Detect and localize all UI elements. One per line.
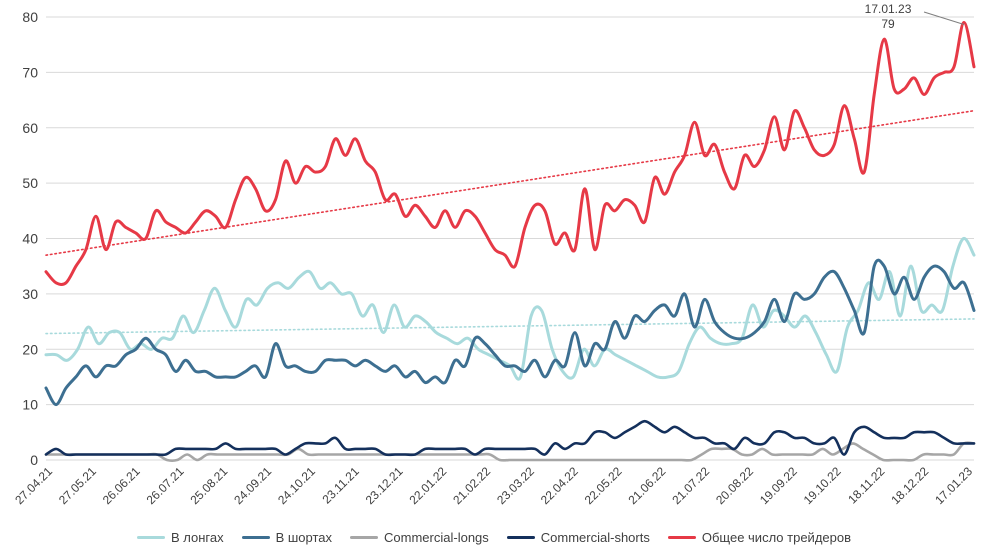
x-tick-label: 17.01.23 [932,464,975,507]
x-tick-label: 19.10.22 [801,464,844,507]
x-tick-label: 27.05.21 [56,464,99,507]
y-tick-label: 0 [30,452,38,468]
legend-label-commercial-shorts: Commercial-shorts [540,529,650,545]
y-tick-label: 80 [22,9,38,25]
legend-item-total: Общее число трейдеров [667,529,852,545]
x-tick-label: 23.11.21 [319,464,362,507]
series-line-longs [44,236,976,381]
legend-label-commercial-longs: Commercial-longs [384,529,489,545]
x-tick-label: 22.04.22 [538,464,581,507]
line-chart: 0 10 20 30 40 50 60 70 80 27.04.21 27.05.21 26.06.2… [12,2,976,507]
x-tick-label: 21.07.22 [669,464,712,507]
annotation-value: 79 [881,17,895,31]
x-tick-label: 22.01.22 [406,464,449,507]
legend-label-longs: В лонгах [170,529,224,545]
y-tick-label: 50 [22,175,38,191]
annotation-date: 17.01.23 [865,2,912,16]
x-tick-label: 26.06.21 [100,464,143,507]
annotation-leader-line [923,11,965,26]
y-tick-label: 40 [22,231,38,247]
series-line-commercial-shorts [44,419,976,457]
y-tick-label: 10 [22,397,38,413]
series-line-commercial-longs [44,441,976,462]
x-tick-label: 27.04.21 [12,464,55,507]
y-tick-label: 30 [22,286,38,302]
y-tick-label: 70 [22,64,38,80]
x-tick-label: 22.05.22 [582,464,625,507]
legend-swatch-commercial-shorts [506,535,535,539]
legend: В лонгах В шортах Commercial-longs Comme… [0,526,988,548]
series-line-shorts [44,258,976,407]
legend-swatch-longs [136,535,165,539]
x-tick-label: 24.10.21 [275,464,318,507]
x-tick-label: 21.02.22 [450,464,493,507]
x-tick-label: 24.09.21 [231,464,274,507]
trendline-total [45,109,975,256]
trendline-longs [45,318,975,335]
x-tick-label: 25.08.21 [187,464,230,507]
y-tick-label: 20 [22,341,38,357]
legend-label-total: Общее число трейдеров [701,529,852,545]
x-tick-label: 19.09.22 [757,464,800,507]
legend-swatch-shorts [241,535,270,539]
legend-item-shorts: В шортах [241,529,333,545]
x-tick-label: 26.07.21 [144,464,187,507]
x-tick-label: 23.12.21 [363,464,406,507]
x-tick-label: 18.12.22 [888,464,931,507]
series-line-total [44,21,976,287]
y-tick-label: 60 [22,120,38,136]
x-tick-label: 18.11.22 [845,464,888,507]
legend-item-commercial-shorts: Commercial-shorts [506,529,650,545]
legend-label-shorts: В шортах [275,529,333,545]
x-tick-label: 21.06.22 [626,464,669,507]
x-tick-label: 20.08.22 [713,464,756,507]
legend-item-commercial-longs: Commercial-longs [350,530,489,545]
legend-swatch-commercial-longs [350,535,379,539]
legend-item-longs: В лонгах [136,529,224,545]
legend-swatch-total [667,535,696,539]
x-tick-label: 23.03.22 [494,464,537,507]
